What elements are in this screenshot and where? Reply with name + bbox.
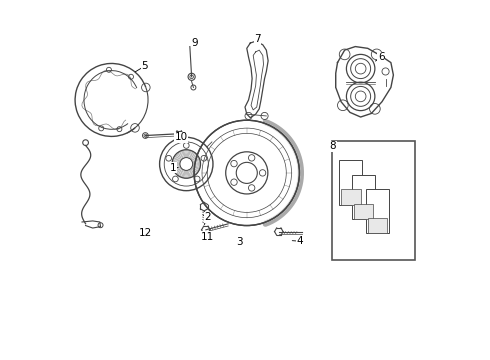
Text: 1: 1 (170, 163, 176, 172)
Bar (353, 203, 373, 219)
Bar (332, 141, 415, 260)
Bar (341, 189, 361, 205)
Bar (366, 189, 389, 233)
Text: 2: 2 (204, 212, 211, 222)
Text: 6: 6 (378, 52, 385, 62)
Text: 11: 11 (201, 232, 214, 242)
Bar (352, 175, 375, 219)
Text: 8: 8 (330, 141, 336, 151)
Text: 10: 10 (174, 132, 188, 142)
Bar (368, 218, 387, 233)
Text: 12: 12 (139, 228, 152, 238)
Text: 4: 4 (297, 236, 303, 246)
Bar (339, 161, 363, 205)
Text: 3: 3 (236, 237, 243, 247)
Text: 5: 5 (141, 61, 148, 71)
Text: 7: 7 (254, 35, 261, 44)
Text: 9: 9 (192, 38, 198, 48)
